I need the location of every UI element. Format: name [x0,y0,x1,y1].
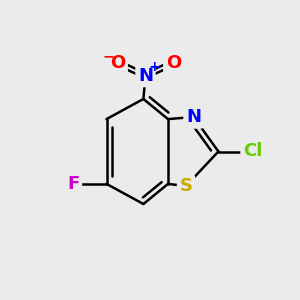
Text: F: F [67,175,80,193]
Text: O: O [110,54,125,72]
Text: Cl: Cl [243,142,262,160]
Text: N: N [186,108,201,126]
Text: S: S [179,177,193,195]
Text: N: N [138,67,153,85]
Text: +: + [148,60,160,74]
Text: −: − [103,50,114,63]
Text: O: O [166,54,181,72]
